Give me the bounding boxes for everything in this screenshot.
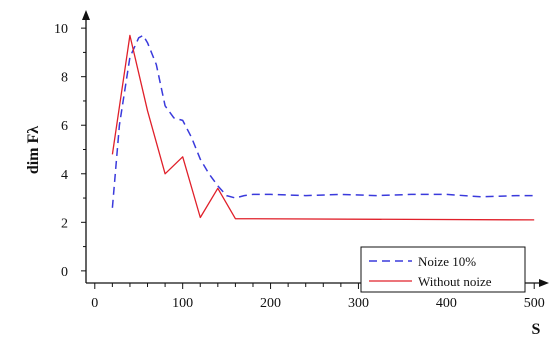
legend: Noize 10% Without noize bbox=[360, 246, 526, 293]
series-line-noize-10 bbox=[111, 34, 535, 208]
x-tick-label: 100 bbox=[172, 296, 193, 311]
series-line-without-noize bbox=[111, 34, 535, 221]
y-tick-label: 10 bbox=[54, 22, 68, 37]
legend-box bbox=[360, 246, 526, 293]
y-axis-label: dim Fλ bbox=[25, 126, 42, 174]
y-ticks: 0 2 4 6 8 10 bbox=[54, 22, 86, 280]
x-tick-label: 200 bbox=[260, 296, 281, 311]
y-tick-label: 8 bbox=[61, 71, 68, 86]
y-tick-label: 2 bbox=[61, 216, 68, 231]
y-tick-label: 6 bbox=[61, 119, 68, 134]
x-tick-label: 0 bbox=[91, 296, 98, 311]
x-tick-label: 400 bbox=[436, 296, 457, 311]
x-axis-label: S bbox=[532, 321, 541, 338]
x-ticks: 0 100 200 300 400 500 bbox=[91, 283, 545, 311]
y-tick-label: 4 bbox=[61, 168, 68, 183]
x-tick-label: 300 bbox=[348, 296, 369, 311]
legend-label-noize-10: Noize 10% bbox=[418, 254, 476, 269]
axes bbox=[82, 10, 549, 287]
y-axis-arrow bbox=[82, 10, 90, 20]
legend-label-without-noize: Without noize bbox=[418, 274, 492, 289]
x-axis-arrow bbox=[539, 279, 549, 287]
series-layer bbox=[111, 34, 535, 221]
x-tick-label: 500 bbox=[524, 296, 545, 311]
y-tick-label: 0 bbox=[61, 265, 68, 280]
